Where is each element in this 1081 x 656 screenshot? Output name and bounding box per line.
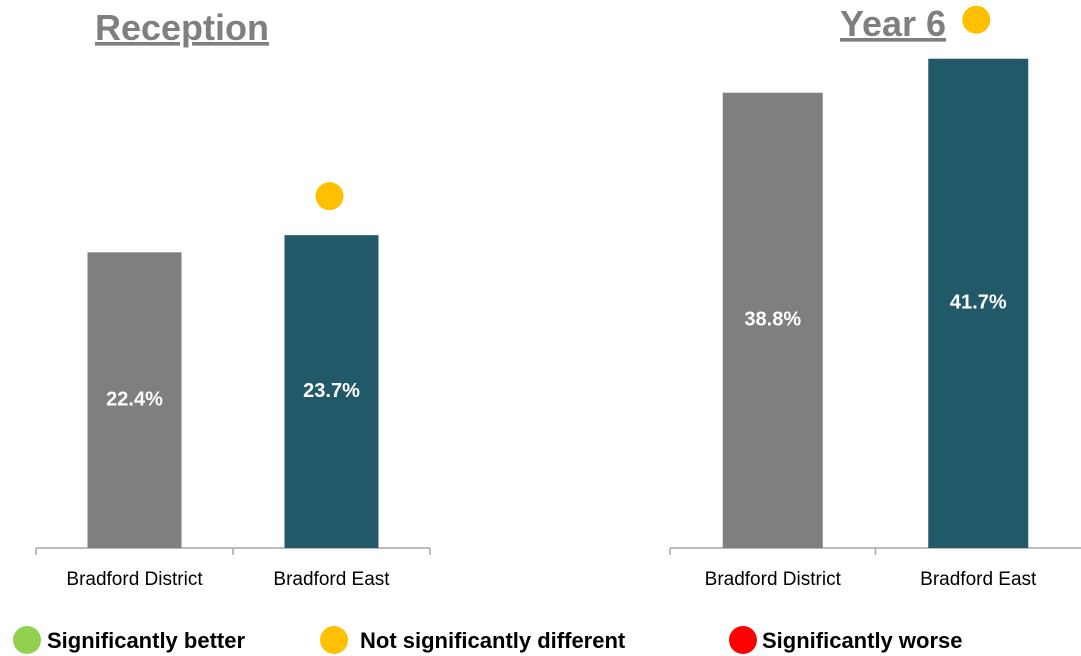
legend-label-worse: Significantly worse (762, 628, 963, 653)
legend-swatch-better (13, 626, 41, 654)
bar (722, 92, 823, 548)
data-label: 23.7% (303, 380, 360, 402)
legend: Significantly better Not significantly di… (13, 626, 963, 654)
data-label: 38.8% (744, 309, 801, 331)
x-tick-label: Bradford District (705, 569, 842, 590)
data-label: 22.4% (106, 388, 163, 410)
legend-swatch-not-significant (320, 626, 348, 654)
x-tick-label: Bradford East (273, 569, 390, 590)
significance-marker (962, 5, 991, 34)
chart-title: Year 6 (840, 3, 946, 44)
bar (284, 235, 379, 548)
data-label: 41.7% (950, 292, 1007, 314)
legend-swatch-worse (729, 626, 757, 654)
x-tick-label: Bradford East (920, 569, 1037, 590)
x-tick-label: Bradford District (66, 569, 203, 590)
bar (928, 58, 1029, 548)
bar (87, 252, 182, 548)
year6-chart: Year 6 38.8% Bradford District 41.7% Bradfor… (669, 3, 1081, 590)
legend-label-not-significant: Not significantly different (360, 628, 626, 653)
legend-label-better: Significantly better (47, 628, 245, 653)
significance-marker (315, 182, 344, 211)
reception-chart: Reception 22.4% Bradford District 23.7% Brad… (35, 7, 431, 590)
chart-title: Reception (95, 7, 269, 48)
